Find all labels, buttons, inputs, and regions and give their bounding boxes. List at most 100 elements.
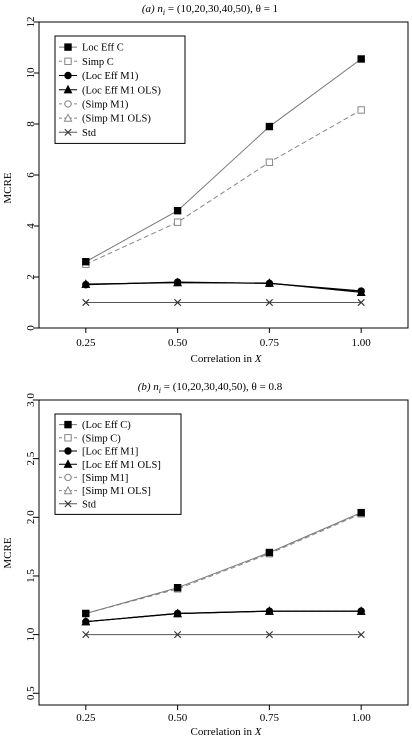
legend-label: (Loc Eff C) xyxy=(82,420,131,431)
legend-label: [Loc Eff M1] xyxy=(82,447,138,458)
legend-marker xyxy=(63,459,73,468)
data-point xyxy=(174,298,182,307)
legend-label: (Loc Eff M1 OLS) xyxy=(82,85,161,96)
data-point xyxy=(357,55,365,63)
legend-item: (Simp M1 OLS) xyxy=(59,113,151,125)
series-line xyxy=(85,58,362,263)
legend-item: (Simp C) xyxy=(59,433,121,444)
data-point xyxy=(82,618,90,626)
data-point xyxy=(173,278,182,286)
y-tick-label: 0 xyxy=(25,325,37,331)
y-tick-label: 1.5 xyxy=(25,569,37,583)
legend-label: (Simp M1) xyxy=(82,100,129,111)
data-point xyxy=(82,609,90,618)
legend-item: Simp C xyxy=(59,57,114,68)
legend-a: Loc Eff C Simp C (Loc Eff M1) (Loc Eff M1 O… xyxy=(54,35,186,144)
series-3 xyxy=(81,277,366,296)
legend-marker xyxy=(64,447,72,455)
series-0 xyxy=(82,55,365,266)
x-tick-label: 0.75 xyxy=(260,712,280,724)
plot-frame-b xyxy=(38,399,409,706)
legend-label: Loc Eff C xyxy=(82,43,124,54)
legend-item: Std xyxy=(59,128,97,139)
x-axis-title-a: Correlation in X xyxy=(191,353,263,365)
data-point xyxy=(357,287,365,295)
legend-marker xyxy=(64,500,72,508)
data-point xyxy=(82,298,90,307)
series-layer-b xyxy=(81,508,366,639)
legend-label: Std xyxy=(82,128,97,139)
data-point xyxy=(357,631,365,639)
legend-marker xyxy=(64,473,72,482)
data-point xyxy=(265,631,273,639)
chart-title-a: (a) ni = (10,20,30,40,50), θ = 1 xyxy=(142,3,278,17)
data-point xyxy=(173,218,182,226)
data-point xyxy=(82,258,90,266)
y-axis-b: 0.5 1.0 1.5 2.0 2.5 3.0 xyxy=(25,393,39,700)
data-point xyxy=(82,280,90,289)
data-point xyxy=(265,122,274,131)
legend-item: (Simp M1) xyxy=(59,100,129,111)
series-2 xyxy=(82,607,365,626)
legend-marker xyxy=(64,43,72,51)
data-point xyxy=(173,609,182,618)
data-point xyxy=(82,631,90,639)
data-point xyxy=(357,298,365,307)
data-point xyxy=(357,607,365,615)
data-point xyxy=(173,207,182,215)
data-point xyxy=(357,508,365,517)
series-line xyxy=(85,513,362,614)
series-0 xyxy=(82,508,365,618)
series-line xyxy=(85,610,362,623)
series-1 xyxy=(82,510,365,618)
series-layer-a xyxy=(81,55,366,307)
y-tick-label: 0.5 xyxy=(25,686,37,700)
legend-item: [Simp M1] xyxy=(59,473,128,484)
data-point xyxy=(265,279,274,288)
legend-label: [Loc Eff M1 OLS] xyxy=(82,460,161,471)
series-6 xyxy=(82,298,365,307)
data-point xyxy=(265,548,274,557)
legend-marker xyxy=(64,100,72,108)
legend-item: Loc Eff C xyxy=(59,43,124,54)
legend-label: (Simp M1 OLS) xyxy=(82,114,151,125)
y-tick-label: 3.0 xyxy=(25,393,37,407)
x-tick-label: 0.25 xyxy=(76,712,96,724)
data-point xyxy=(174,631,182,639)
y-tick-label: 8 xyxy=(25,121,37,127)
legend-item: (Loc Eff M1) xyxy=(59,71,139,82)
legend-item: [Simp M1 OLS] xyxy=(59,485,151,497)
legend-item: Std xyxy=(59,499,97,510)
legend-b: (Loc Eff C) (Simp C) [Loc Eff M1] [Loc Eff … xyxy=(54,413,182,515)
legend-label: [Simp M1] xyxy=(82,473,128,484)
x-axis-title-b: Correlation in X xyxy=(191,726,263,738)
chart-panel-b: (b) ni = (10,20,30,40,50), θ = 0.8 0.5 1.… xyxy=(2,381,409,738)
y-tick-label: 2 xyxy=(25,274,37,280)
data-point xyxy=(265,607,274,615)
legend-marker xyxy=(64,57,72,65)
legend-label: [Simp M1 OLS] xyxy=(82,486,151,497)
x-tick-label: 0.75 xyxy=(260,337,280,349)
y-tick-label: 2.5 xyxy=(25,451,37,465)
legend-marker xyxy=(64,128,72,136)
x-tick-label: 1.00 xyxy=(352,712,372,724)
legend-label: (Simp C) xyxy=(82,433,121,444)
y-tick-label: 1.0 xyxy=(25,627,37,641)
legend-marker xyxy=(64,434,72,442)
legend-marker xyxy=(63,113,73,122)
chart-panel-a: (a) ni = (10,20,30,40,50), θ = 1 0 2 4 6 8 10… xyxy=(2,3,409,365)
legend-label: Std xyxy=(82,499,97,510)
series-line xyxy=(85,281,362,292)
legend-item: [Loc Eff M1 OLS] xyxy=(59,459,161,471)
series-3 xyxy=(81,606,366,626)
y-axis-title-a: MCRE xyxy=(2,172,14,203)
series-6 xyxy=(82,631,365,639)
series-line xyxy=(85,109,362,265)
y-axis-a: 0 2 4 6 8 10 12 xyxy=(25,17,39,331)
legend-marker xyxy=(64,71,72,80)
data-point xyxy=(173,583,182,592)
legend-marker xyxy=(63,485,73,495)
y-tick-label: 6 xyxy=(25,172,37,178)
data-point xyxy=(265,158,274,166)
